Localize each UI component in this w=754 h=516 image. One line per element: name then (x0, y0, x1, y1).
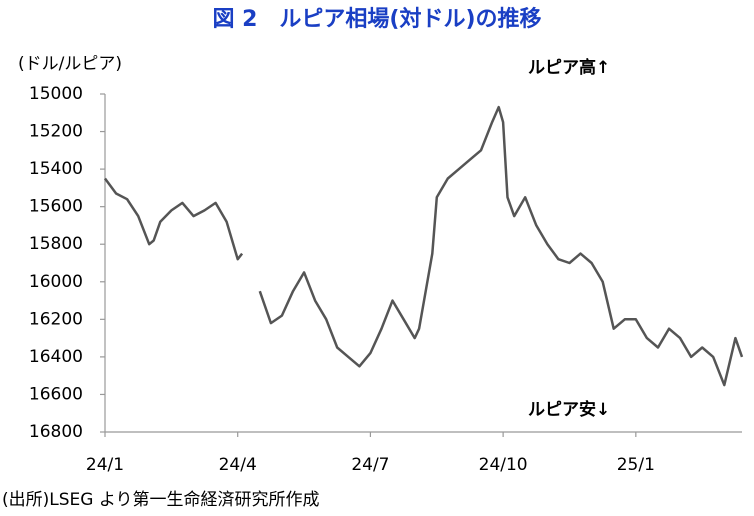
y-tick-label: 15600 (29, 197, 83, 217)
y-tick-label: 16600 (29, 384, 83, 404)
x-tick-label: 25/1 (617, 455, 655, 475)
chart-title: 図 2 ルピア相場(対ドル)の推移 (212, 6, 541, 32)
y-tick-label: 15800 (29, 234, 83, 254)
x-tick-label: 24/7 (351, 455, 389, 475)
y-tick-label: 16200 (29, 309, 83, 329)
x-tick-label: 24/1 (86, 455, 124, 475)
annotation: ルピア安↓ (528, 399, 610, 420)
y-axis-label: (ドル/ルピア) (18, 54, 122, 74)
y-tick-label: 16400 (29, 347, 83, 367)
y-tick-label: 15000 (29, 84, 83, 104)
annotation: ルピア高↑ (528, 57, 610, 78)
source-note: (出所)LSEG より第一生命経済研究所作成 (2, 490, 320, 510)
x-tick-label: 24/4 (219, 455, 257, 475)
x-tick-label: 24/10 (479, 455, 528, 475)
y-tick-label: 15400 (29, 159, 83, 179)
y-tick-label: 15200 (29, 122, 83, 142)
y-tick-label: 16000 (29, 272, 83, 292)
data-line (103, 105, 744, 387)
y-tick-label: 16800 (29, 422, 83, 442)
